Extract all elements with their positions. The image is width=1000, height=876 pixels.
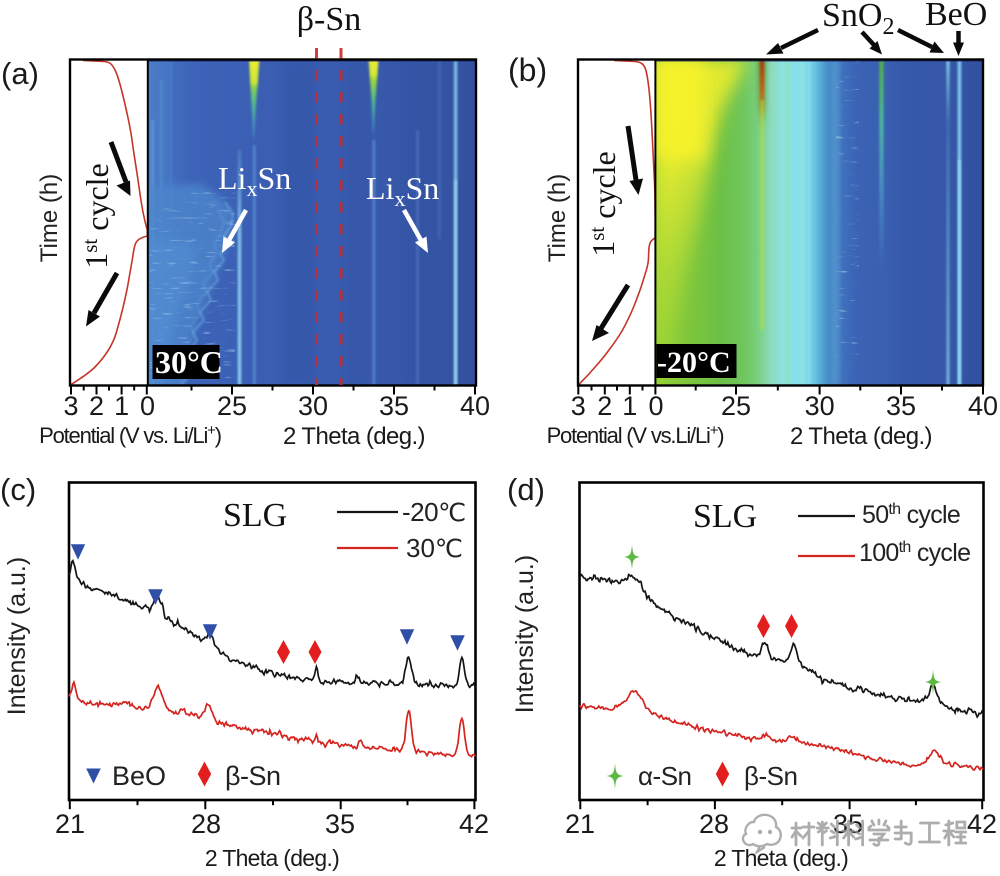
- svg-text:SLG: SLG: [693, 498, 757, 535]
- svg-text:-20℃: -20℃: [402, 497, 466, 527]
- svg-text:25: 25: [721, 391, 751, 421]
- svg-text:SLG: SLG: [223, 497, 287, 534]
- svg-text:0: 0: [648, 391, 663, 421]
- svg-text:28: 28: [699, 809, 729, 839]
- svg-text:Intensity (a.u.): Intensity (a.u.): [511, 555, 539, 713]
- svg-text:3: 3: [63, 391, 78, 421]
- svg-text:SnO2: SnO2: [822, 0, 894, 40]
- svg-text:(d): (d): [507, 472, 545, 507]
- svg-text:β-Sn: β-Sn: [744, 761, 797, 791]
- svg-text:β-Sn: β-Sn: [225, 761, 281, 791]
- svg-text:1st cycle: 1st cycle: [585, 151, 622, 257]
- svg-text:35: 35: [379, 391, 409, 421]
- svg-text:BeO: BeO: [112, 761, 166, 791]
- svg-text:BeO: BeO: [925, 0, 987, 33]
- svg-text:28: 28: [191, 809, 221, 839]
- svg-text:42: 42: [967, 809, 997, 839]
- svg-text:2 Theta (deg.): 2 Theta (deg.): [714, 845, 848, 871]
- svg-text:Intensity (a.u.): Intensity (a.u.): [3, 557, 31, 715]
- svg-text:30℃: 30℃: [406, 533, 463, 563]
- svg-text:Potential (V vs.Li/Li+): Potential (V vs.Li/Li+): [547, 422, 724, 448]
- svg-text:21: 21: [55, 809, 85, 839]
- svg-text:-20°C: -20°C: [657, 346, 731, 379]
- svg-text:α-Sn: α-Sn: [638, 761, 692, 791]
- svg-text:2 Theta (deg.): 2 Theta (deg.): [205, 845, 339, 871]
- svg-text:2: 2: [597, 391, 612, 421]
- svg-text:2: 2: [89, 391, 104, 421]
- svg-text:35: 35: [886, 391, 916, 421]
- svg-text:(b): (b): [508, 52, 547, 88]
- svg-text:0: 0: [140, 391, 155, 421]
- svg-text:3: 3: [571, 391, 586, 421]
- svg-text:Time (h): Time (h): [36, 174, 63, 262]
- svg-text:1st cycle: 1st cycle: [78, 163, 115, 269]
- svg-text:40: 40: [460, 391, 490, 421]
- svg-text:42: 42: [459, 809, 489, 839]
- svg-text:40: 40: [968, 391, 998, 421]
- svg-text:50th cycle: 50th cycle: [862, 501, 960, 529]
- svg-text:2 Theta (deg.): 2 Theta (deg.): [790, 423, 932, 450]
- svg-text:1: 1: [622, 391, 637, 421]
- svg-text:(c): (c): [0, 472, 36, 507]
- svg-text:30: 30: [298, 391, 328, 421]
- svg-text:25: 25: [217, 391, 247, 421]
- svg-text:35: 35: [325, 809, 355, 839]
- svg-text:30: 30: [805, 391, 835, 421]
- svg-text:21: 21: [565, 809, 595, 839]
- svg-text:β-Sn: β-Sn: [297, 1, 362, 38]
- svg-text:1: 1: [114, 391, 129, 421]
- svg-text:2 Theta (deg.): 2 Theta (deg.): [283, 423, 425, 450]
- svg-text:Time (h): Time (h): [544, 174, 571, 262]
- svg-text:(a): (a): [1, 56, 39, 91]
- svg-text:30°C: 30°C: [155, 344, 223, 380]
- svg-text:100th cycle: 100th cycle: [859, 539, 970, 567]
- svg-text:Potential (V vs. Li/Li+): Potential (V vs. Li/Li+): [39, 422, 221, 448]
